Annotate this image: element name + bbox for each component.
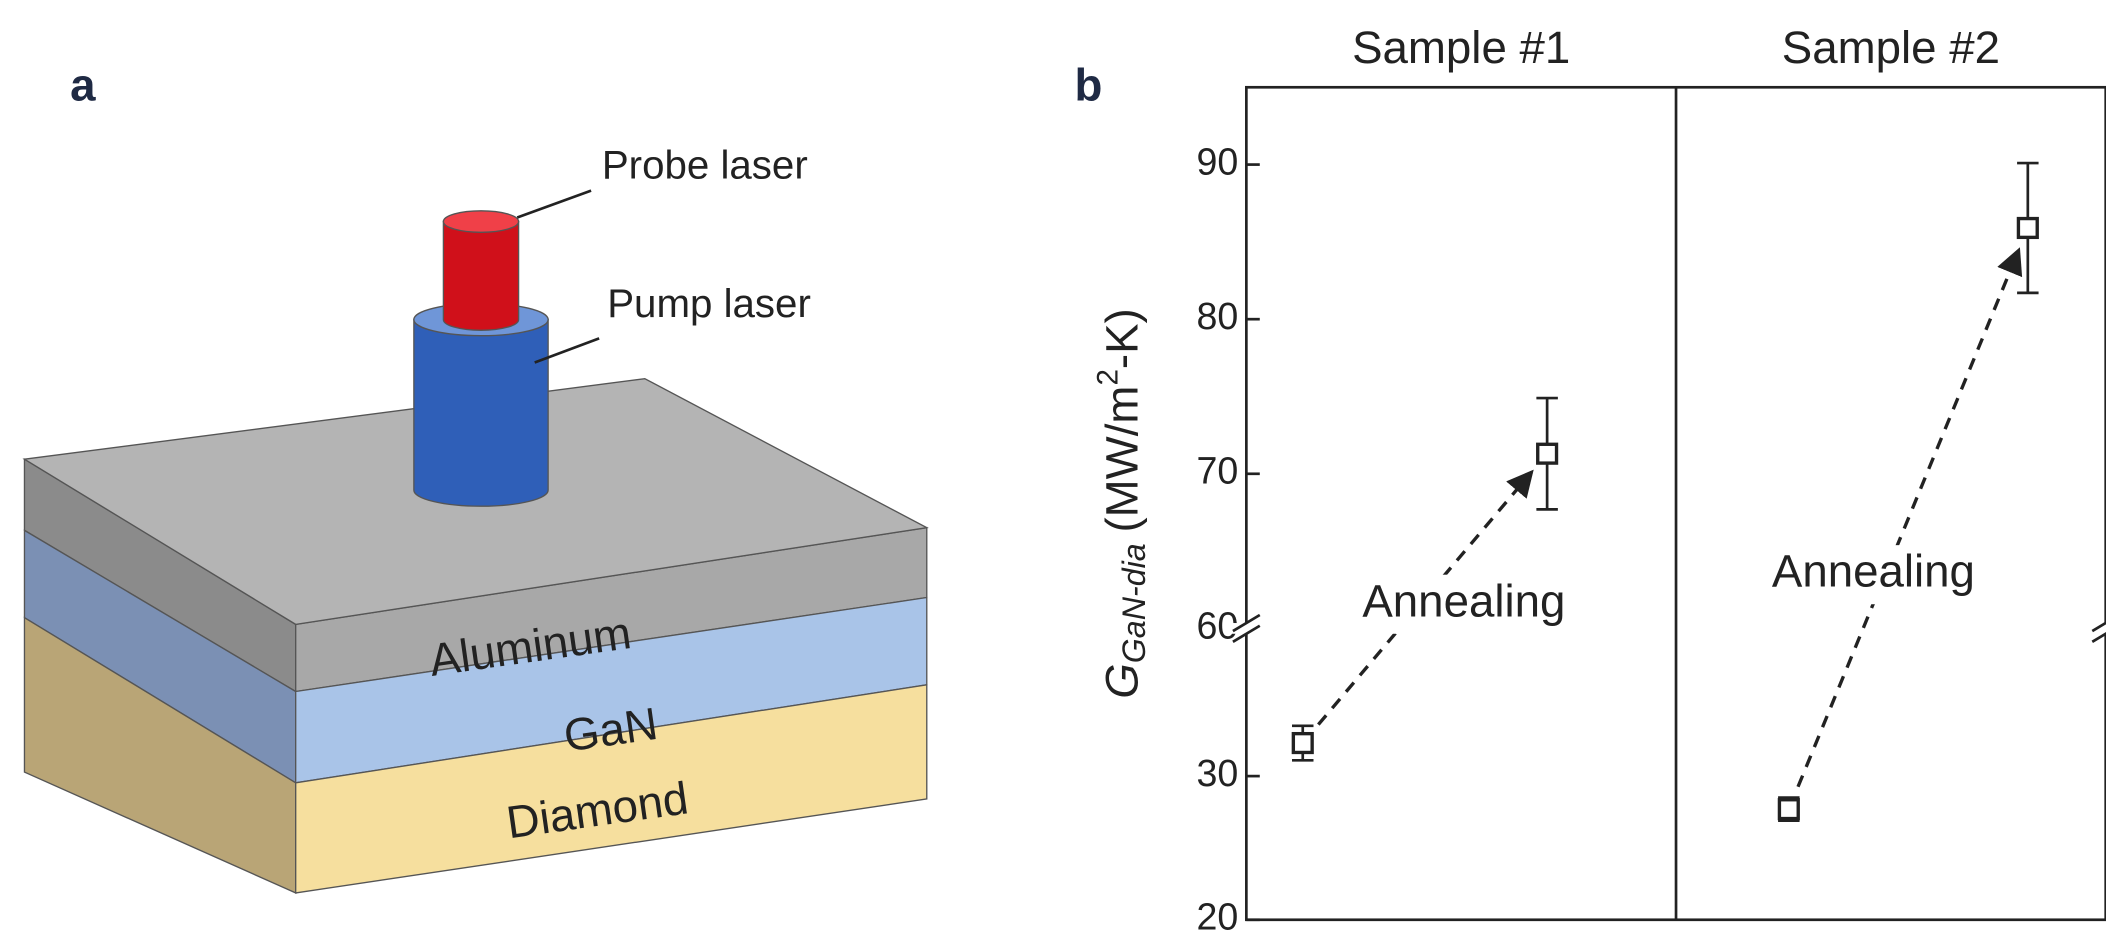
y-tick-label: 20 bbox=[1196, 896, 1238, 938]
y-label-symbol: G bbox=[1097, 663, 1148, 699]
panel-title: Sample #1 bbox=[1352, 22, 1570, 73]
axis-break bbox=[1232, 624, 1261, 643]
data-point bbox=[2016, 216, 2039, 240]
axis-break bbox=[1232, 613, 1261, 633]
y-label-subscript: GaN-dia bbox=[1116, 543, 1152, 663]
y-tick-label: 80 bbox=[1196, 295, 1238, 337]
annotation-bg bbox=[1316, 574, 1612, 634]
data-point bbox=[1536, 442, 1559, 465]
data-point bbox=[1777, 798, 1800, 821]
y-label-unit: -K) bbox=[1097, 308, 1148, 369]
y-label-unit: (MW/m bbox=[1097, 386, 1148, 533]
sample-diagram bbox=[22, 189, 929, 894]
beam-label: Probe laser bbox=[602, 142, 808, 187]
panel-label: b bbox=[1074, 60, 1102, 111]
panel-title: Sample #2 bbox=[1782, 22, 2000, 73]
y-tick-label: 90 bbox=[1196, 141, 1238, 183]
y-tick-label: 70 bbox=[1196, 450, 1238, 492]
trend-arrow bbox=[1796, 247, 2023, 788]
beam-label: Pump laser bbox=[607, 281, 811, 326]
y-tick-label: 30 bbox=[1196, 752, 1238, 794]
annotation: Annealing bbox=[1772, 546, 1975, 597]
y-label-sup: 2 bbox=[1091, 369, 1124, 385]
panel-label: a bbox=[70, 60, 96, 111]
annotation-bg bbox=[1725, 545, 2022, 605]
axis-break-gap bbox=[1230, 623, 1263, 634]
data-point bbox=[1291, 731, 1314, 755]
y-axis-label: GGaN-dia (MW/m2-K) bbox=[1091, 308, 1152, 699]
annotation: Annealing bbox=[1362, 575, 1565, 626]
